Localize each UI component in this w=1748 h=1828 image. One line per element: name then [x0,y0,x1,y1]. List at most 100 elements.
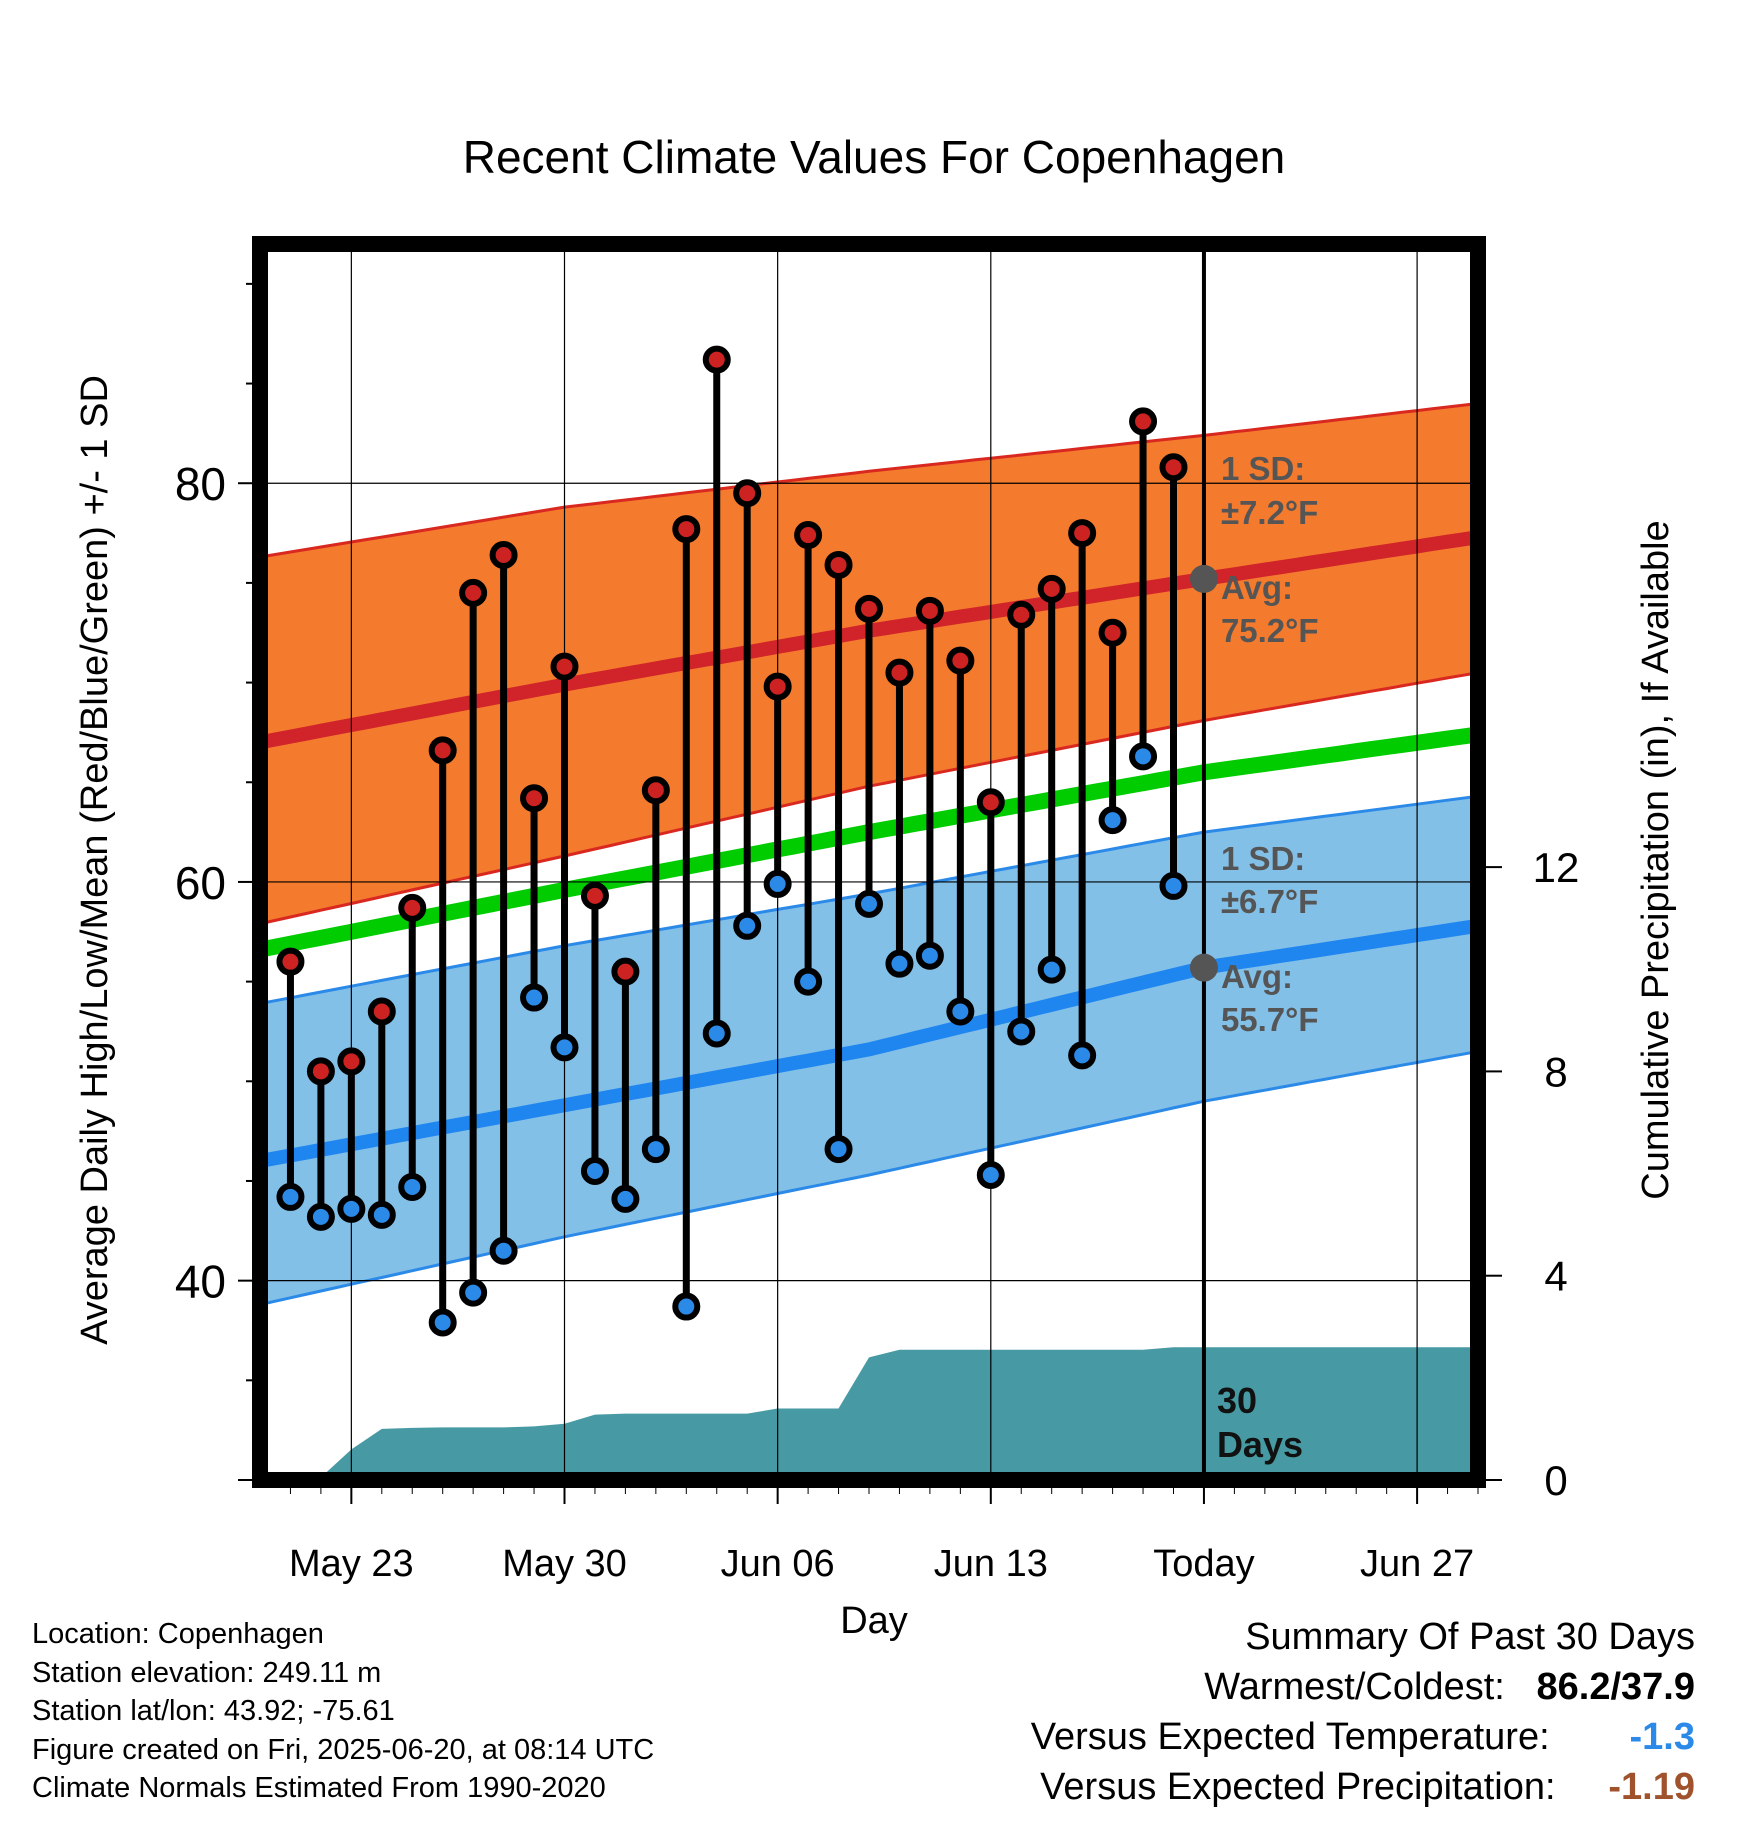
low-point [1129,742,1158,771]
low-sd-label: 1 SD: [1221,840,1305,877]
high-point [520,784,549,813]
x-tick-label: May 30 [502,1543,627,1585]
summary-title: Summary Of Past 30 Days [1245,1616,1695,1658]
chart-title: Recent Climate Values For Copenhagen [463,131,1286,183]
low-point [459,1278,488,1307]
high-point [702,345,731,374]
high-point [1159,453,1188,482]
temp-row: Versus Expected Temperature: -1.3 [1031,1712,1695,1762]
high-point [1068,519,1097,548]
precip-value: -1.19 [1608,1766,1695,1808]
high-point [824,550,853,579]
precip-row: Versus Expected Precipitation: -1.19 [1031,1762,1695,1812]
low-point [855,889,883,918]
high-point [489,540,518,569]
station-info: Location: Copenhagen Station elevation: … [32,1615,654,1808]
low-point [337,1194,366,1223]
high-sd-label: 1 SD: [1221,450,1305,487]
low-point [1068,1041,1097,1070]
warmest-label: Warmest/Coldest: [1204,1666,1505,1708]
low-point [885,949,914,978]
y-tick-label: 40 [175,1256,226,1308]
elevation-text: Station elevation: 249.11 m [32,1656,382,1689]
low-sd-band-lower-edge [259,1049,1479,1307]
temp-value: -1.3 [1629,1716,1695,1758]
low-point [915,941,944,970]
y2-tick-label: 8 [1544,1048,1567,1095]
high-point [306,1057,335,1086]
y2-tick-label: 12 [1533,844,1580,891]
high-sd-band-upper-edge [259,402,1479,559]
high-sd-value: ±7.2°F [1221,494,1318,531]
low-avg-label: Avg: [1221,958,1293,995]
low-avg-value: 55.7°F [1221,1001,1319,1038]
y2-tick-label: 4 [1544,1253,1567,1300]
low-point [428,1308,457,1337]
low-point [520,983,549,1012]
high-point [946,646,975,675]
y2-axis-label: Cumulative Precipitation (in), If Availa… [1635,520,1677,1199]
warmest-row: Warmest/Coldest: 86.2/37.9 [1031,1662,1695,1712]
low-point [763,869,792,898]
warmest-value: 86.2/37.9 [1536,1666,1695,1708]
low-point [824,1135,853,1164]
high-point [885,658,914,687]
high-avg-value: 75.2°F [1221,612,1319,649]
high-point [794,521,823,550]
location-text: Location: Copenhagen [32,1618,324,1650]
latlon-text: Station lat/lon: 43.92; -75.61 [32,1695,395,1727]
temp-label: Versus Expected Temperature: [1030,1716,1550,1758]
low-point [306,1202,335,1231]
low-point [276,1182,305,1211]
today-avg-low-marker [1189,953,1218,982]
x-axis-label: Day [840,1600,908,1642]
high-point [733,479,762,508]
low-point [976,1160,1005,1189]
x-tick-label: Jun 06 [721,1543,835,1585]
high-point [1007,600,1036,629]
today-avg-high-marker [1189,564,1218,593]
high-point [428,736,457,765]
low-point [611,1184,640,1213]
high-point [1129,407,1158,436]
precip-label: Versus Expected Precipitation: [1040,1766,1556,1808]
created-text: Figure created on Fri, 2025-06-20, at 08… [32,1733,655,1766]
x-tick-label: Jun 13 [934,1543,1048,1585]
low-point [580,1157,609,1185]
low-point [1098,806,1127,835]
high-point [367,997,396,1026]
x-tick-label: Today [1153,1543,1254,1585]
low-point [1037,955,1066,984]
low-point [702,1019,731,1048]
low-point [641,1135,670,1164]
low-point [489,1236,518,1265]
high-point [976,788,1005,817]
high-point [763,672,792,701]
high-point [276,947,305,976]
period-label-number: 30 [1217,1380,1257,1421]
low-point [1159,871,1188,900]
low-point [794,967,823,996]
plot-frame [252,236,1486,1488]
summary-panel: Summary Of Past 30 Days Warmest/Coldest:… [1031,1612,1695,1812]
y-tick-label: 80 [175,458,226,510]
y-axis-label: Average Daily High/Low/Mean (Red/Blue/Gr… [74,375,116,1345]
x-tick-label: May 23 [289,1543,414,1585]
high-point [915,596,944,625]
high-point [855,594,883,623]
low-point [672,1292,701,1321]
high-point [337,1047,366,1076]
plot-area: 1 SD: ±7.2°F Avg: 75.2°F 1 SD: ±6.7°F Avg: 55.7… [175,236,1580,1585]
high-point [398,893,427,922]
low-point [733,911,762,940]
low-point [1007,1017,1036,1046]
low-point [367,1200,396,1229]
period-label-days: Days [1217,1424,1303,1465]
high-point [580,881,609,910]
high-point [550,652,579,681]
high-point [611,957,640,986]
y2-tick-label: 0 [1544,1457,1567,1504]
y-tick-label: 60 [175,857,226,909]
x-tick-label: Jun 27 [1360,1543,1474,1585]
low-point [550,1033,579,1062]
